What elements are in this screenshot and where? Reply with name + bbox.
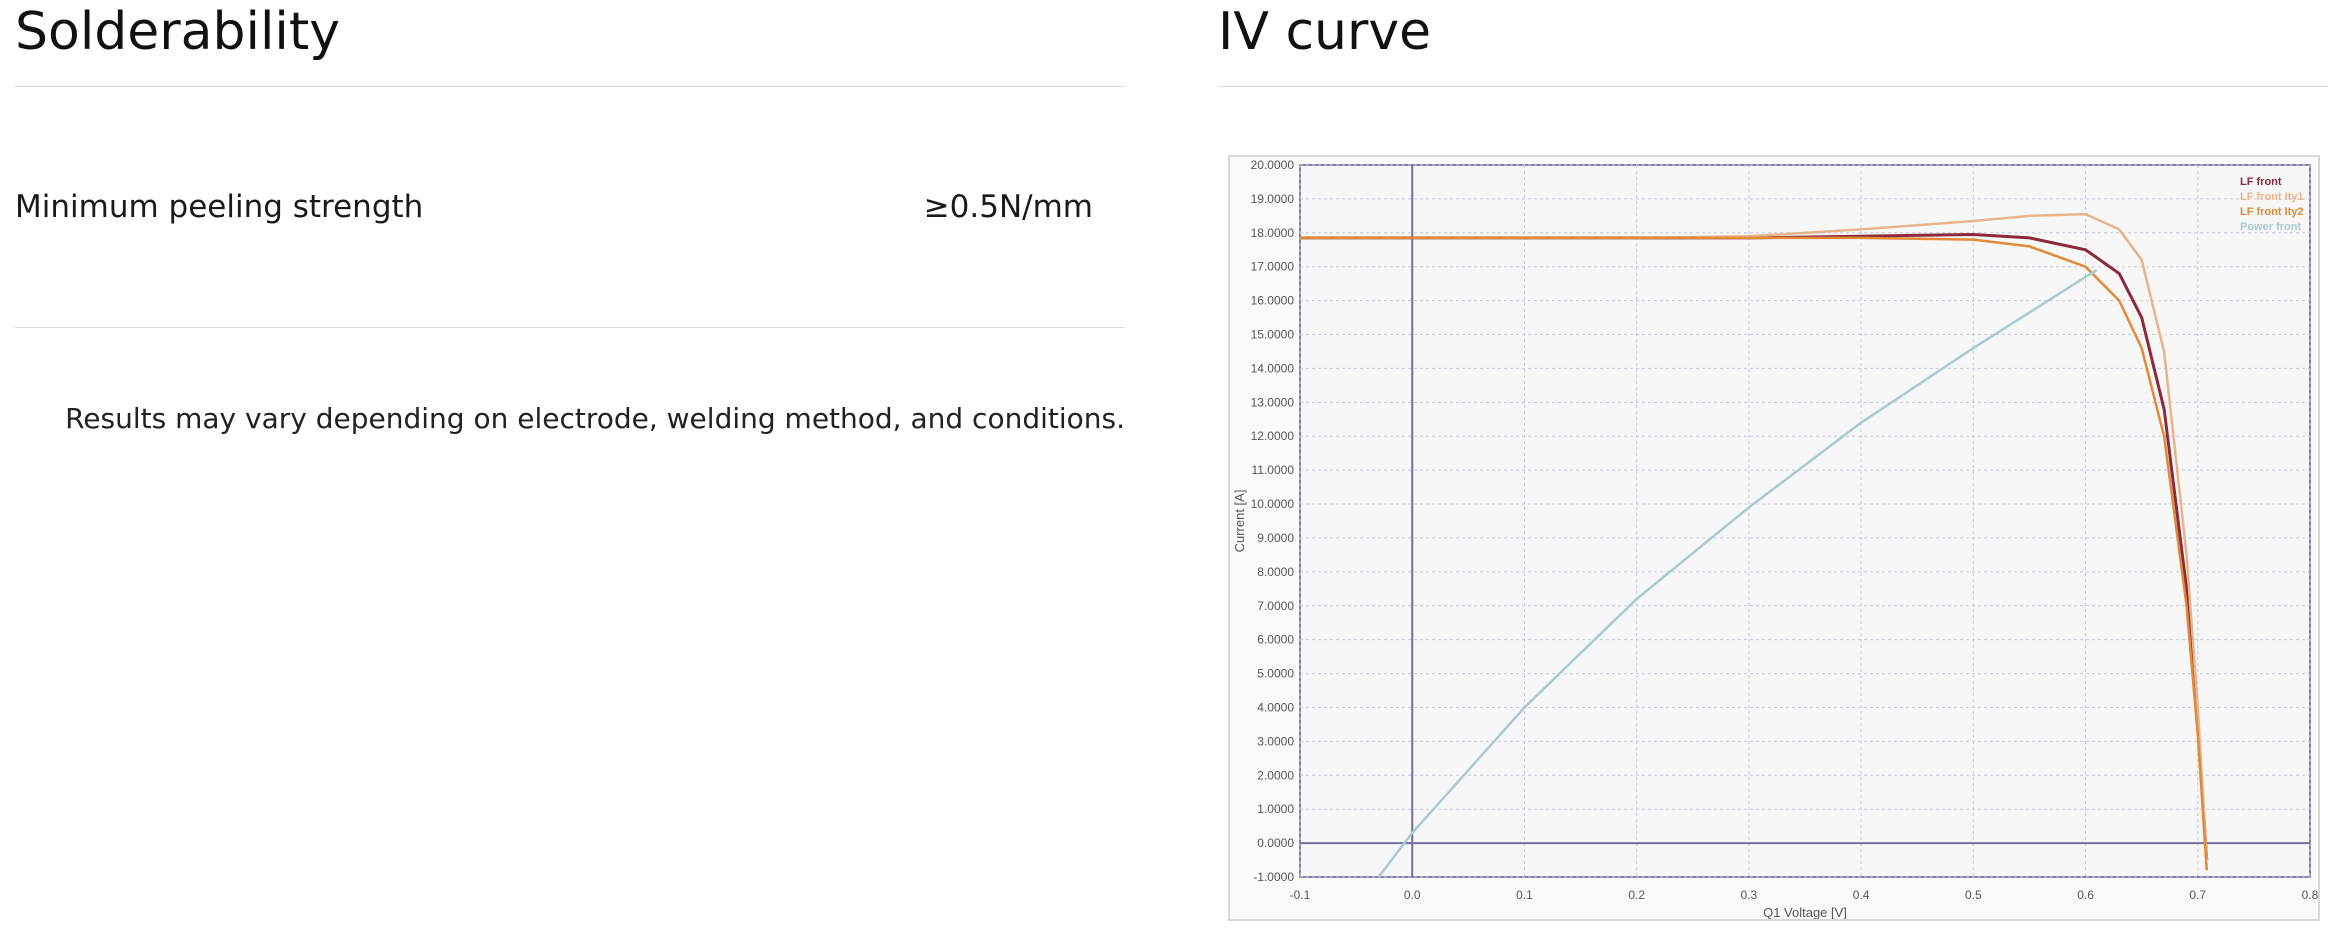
y-tick-label: 18.0000 [1251, 226, 1295, 240]
y-tick-label: 15.0000 [1251, 328, 1295, 342]
plot-area [1299, 164, 2311, 878]
legend-entry: LF front [2240, 176, 2282, 188]
divider [15, 86, 1125, 87]
y-tick-label: 5.0000 [1257, 667, 1294, 681]
x-axis-label: Q1 Voltage [V] [1763, 905, 1847, 919]
y-tick-label: -1.0000 [1253, 870, 1294, 884]
y-axis-label: Current [A] [1232, 490, 1247, 553]
x-tick-label: 0.3 [1741, 888, 1758, 902]
x-tick-label: 0.6 [2077, 888, 2094, 902]
x-tick-label: 0.8 [2302, 888, 2318, 902]
iv-chart: -0.1 0.0 0.1 0.2 0.3 0.4 0.5 0.6 0.7 0.8 20.0000 19… [1228, 155, 2320, 921]
iv-curve-panel: IV curve -0.1 0.0 0.1 0.2 0.3 0.4 0.5 0.6 0.7 0.8… [1218, 0, 2328, 921]
y-tick-label: 3.0000 [1257, 734, 1294, 748]
series-line-3 [1300, 236, 2209, 871]
spec-row: Minimum peeling strength ≥0.5N/mm [15, 87, 1125, 327]
legend-entry: Power front [2240, 221, 2301, 233]
y-tick-label: 20.0000 [1251, 158, 1295, 172]
x-tick-label: 0.2 [1628, 888, 1645, 902]
divider [1218, 86, 2328, 87]
series-line-4 [1377, 269, 2098, 878]
legend-entry: LF front Ity2 [2240, 206, 2304, 218]
x-tick-label: 0.1 [1516, 888, 1533, 902]
x-tick-label: -0.1 [1290, 888, 1311, 902]
y-tick-label: 14.0000 [1251, 361, 1295, 375]
spec-value: ≥0.5N/mm [923, 189, 1093, 225]
y-tick-label: 7.0000 [1257, 599, 1294, 613]
x-tick-label: 0.5 [1965, 888, 1982, 902]
legend-entry: LF front Ity1 [2240, 191, 2304, 203]
section-title-solderability: Solderability [15, 2, 341, 62]
y-tick-label: 12.0000 [1251, 429, 1295, 443]
x-tick-label: 0.7 [2189, 888, 2206, 902]
solderability-panel: Solderability Minimum peeling strength ≥… [15, 0, 1125, 435]
y-tick-label: 8.0000 [1257, 565, 1294, 579]
y-tick-label: 16.0000 [1251, 294, 1295, 308]
y-tick-label: 9.0000 [1257, 531, 1294, 545]
x-tick-label: 0.4 [1853, 888, 1870, 902]
spec-label: Minimum peeling strength [15, 189, 424, 225]
section-title-iv-curve: IV curve [1218, 2, 1432, 62]
y-tick-label: 4.0000 [1257, 700, 1294, 714]
y-tick-label: 6.0000 [1257, 633, 1294, 647]
iv-chart-svg: -0.1 0.0 0.1 0.2 0.3 0.4 0.5 0.6 0.7 0.8 20.0000 19… [1232, 158, 2318, 919]
y-tick-label: 0.0000 [1257, 836, 1294, 850]
y-tick-label: 17.0000 [1251, 260, 1295, 274]
y-tick-label: 11.0000 [1252, 463, 1295, 477]
y-tick-label: 13.0000 [1251, 395, 1295, 409]
divider [15, 327, 1125, 328]
y-tick-label: 2.0000 [1257, 768, 1294, 782]
footnote: Results may vary depending on electrode,… [65, 402, 1125, 435]
x-tick-label: 0.0 [1404, 888, 1421, 902]
y-tick-label: 1.0000 [1257, 802, 1294, 816]
y-tick-label: 10.0000 [1251, 497, 1295, 511]
y-tick-label: 19.0000 [1251, 192, 1295, 206]
